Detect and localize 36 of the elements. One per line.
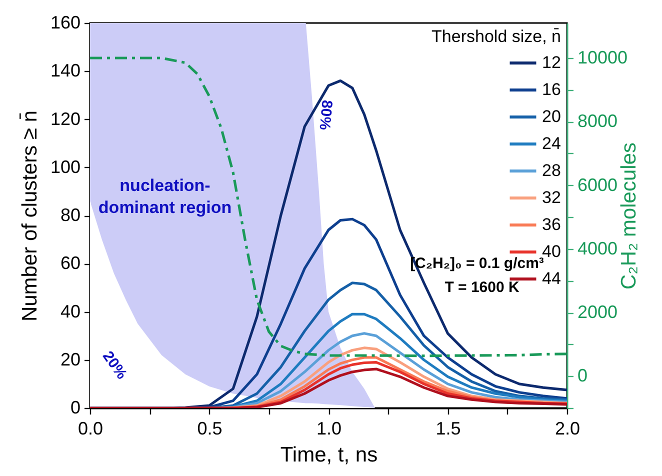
y2-tick-label: 0 (578, 366, 588, 386)
y-tick-label: 20 (60, 349, 80, 370)
legend-label: 44 (542, 269, 561, 288)
y-tick-label: 40 (60, 301, 80, 322)
y2-tick-label: 10000 (578, 48, 628, 68)
x-tick-label: 1.0 (316, 418, 342, 438)
annotation: nucleation- dominant region (98, 176, 232, 217)
y2-axis-title: C₂H₂ molecules (618, 142, 641, 290)
y-tick-label: 80 (60, 205, 80, 225)
y-tick-label: 60 (60, 253, 80, 274)
y2-tick-label: 6000 (578, 174, 618, 195)
legend-label: 28 (542, 161, 561, 180)
legend-label: 16 (542, 80, 561, 99)
x-tick-label: 1.5 (436, 418, 461, 438)
annotation: T = 1600 K (444, 279, 520, 296)
y-tick-label: 100 (50, 156, 80, 177)
legend-label: 20 (542, 107, 561, 126)
y-tick-label: 160 (50, 12, 80, 32)
x-tick-label: 2.0 (554, 418, 580, 438)
x-tick-label: 0.5 (197, 418, 222, 438)
legend-label: 32 (542, 188, 561, 207)
x-tick-label: 0.0 (78, 418, 104, 438)
y2-tick-label: 2000 (578, 302, 618, 322)
y2-tick-label: 8000 (578, 111, 618, 132)
annotation: 80% (316, 99, 336, 131)
y-tick-label: 120 (50, 108, 80, 129)
y2-tick-label: 4000 (578, 238, 618, 258)
legend-label: 40 (542, 242, 561, 261)
legend-title: Thershold size, n̄ (432, 27, 561, 46)
y-tick-label: 140 (50, 60, 80, 81)
y-axis-title: Number of clusters ≥ n̄ (18, 110, 42, 322)
y-tick-label: 0 (70, 398, 80, 418)
legend-label: 12 (542, 53, 561, 72)
legend-label: 36 (542, 215, 561, 234)
x-axis-title: Time, t, ns (280, 444, 378, 466)
legend-label: 24 (542, 134, 561, 153)
